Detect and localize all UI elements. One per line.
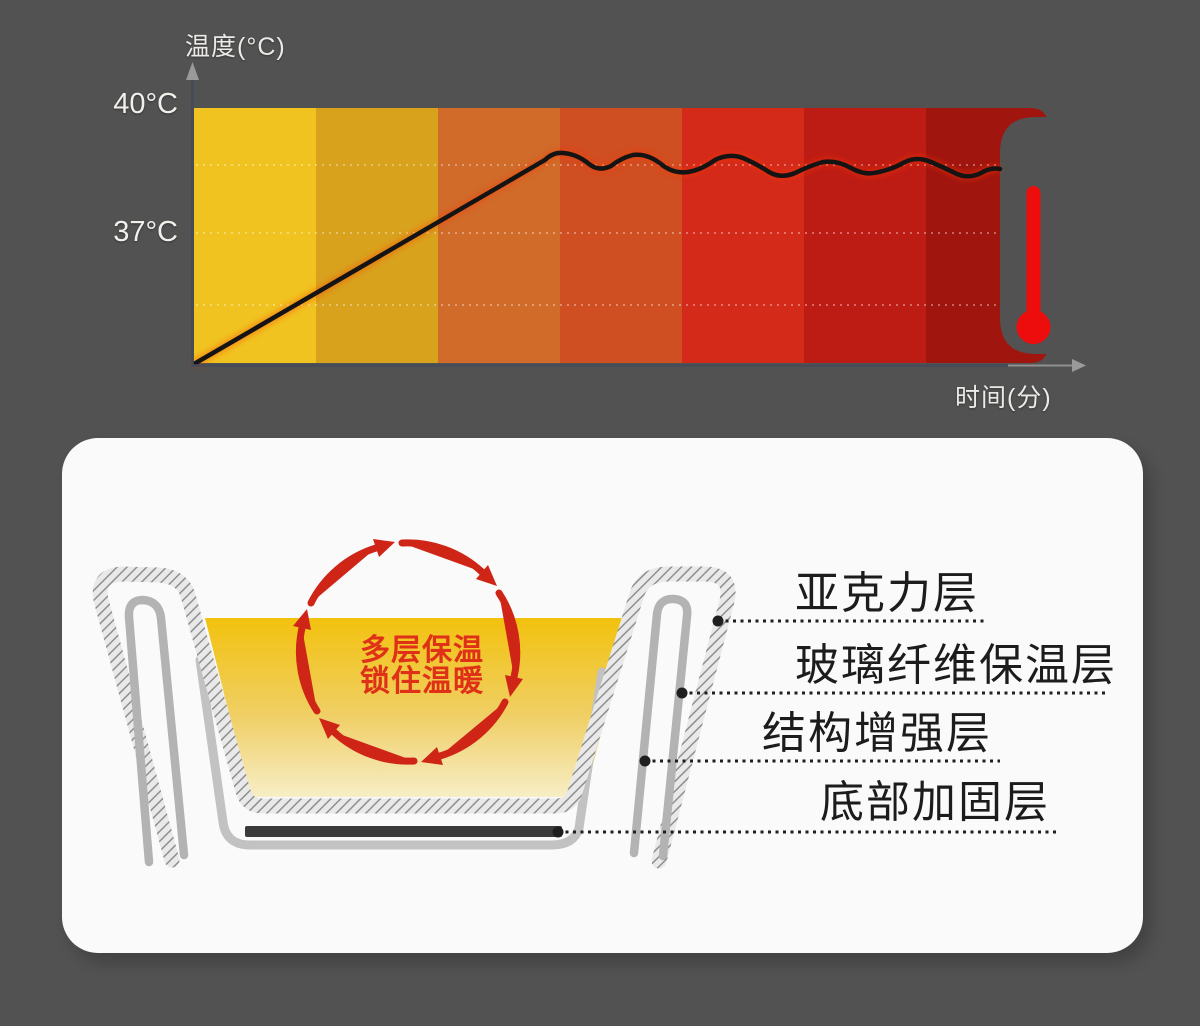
thermometer-icon — [1016, 186, 1051, 344]
temperature-curve — [191, 148, 1003, 368]
label-bottom-reinforcement-layer: 底部加固层 — [820, 778, 1050, 827]
structure-shell — [195, 655, 607, 850]
y-tick-40: 40°C — [113, 88, 178, 120]
fiber-layer-left — [124, 595, 189, 867]
warm-fill — [205, 618, 630, 797]
center-slogan-line2: 锁住温暖 — [360, 665, 484, 698]
acrylic-wall — [92, 566, 736, 869]
heat-band — [560, 108, 683, 363]
leader-dot — [712, 615, 724, 627]
heat-band — [682, 108, 805, 363]
temperature-chart — [186, 62, 1086, 372]
axes — [186, 62, 1086, 372]
center-slogan-line1: 多层保温 — [360, 634, 484, 667]
heat-gradient-bands — [194, 108, 1048, 363]
insulation-layers-card: 多层保温 锁住温暖 亚克力层 玻璃纤维保温层 结构增强层 底部加固层 — [62, 438, 1143, 953]
label-fiberglass-insulation-layer: 玻璃纤维保温层 — [795, 641, 1117, 690]
y-axis-title: 温度(°C) — [185, 33, 286, 61]
gridlines — [196, 164, 1000, 306]
label-acrylic-layer: 亚克力层 — [795, 569, 979, 618]
leader-dot — [676, 687, 688, 699]
heat-band — [438, 108, 561, 363]
y-axis-arrow-icon — [186, 62, 199, 80]
leader-lines — [552, 615, 1106, 838]
x-axis-title: 时间(分) — [955, 384, 1052, 412]
circulation-arrows-icon — [293, 539, 523, 765]
label-structure-reinforcement-layer: 结构增强层 — [762, 709, 992, 758]
bottom-reinforcement-bar — [245, 826, 562, 837]
center-slogan: 多层保温 锁住温暖 — [312, 635, 532, 697]
fiber-layer-right — [629, 594, 692, 861]
tub-cross-section-diagram — [92, 539, 1106, 869]
leader-dot — [552, 826, 564, 838]
y-tick-37: 37°C — [113, 216, 178, 248]
x-axis-arrow-icon — [1072, 359, 1086, 372]
heat-band — [804, 108, 927, 363]
heat-band — [194, 108, 317, 363]
leader-dot — [639, 755, 651, 767]
